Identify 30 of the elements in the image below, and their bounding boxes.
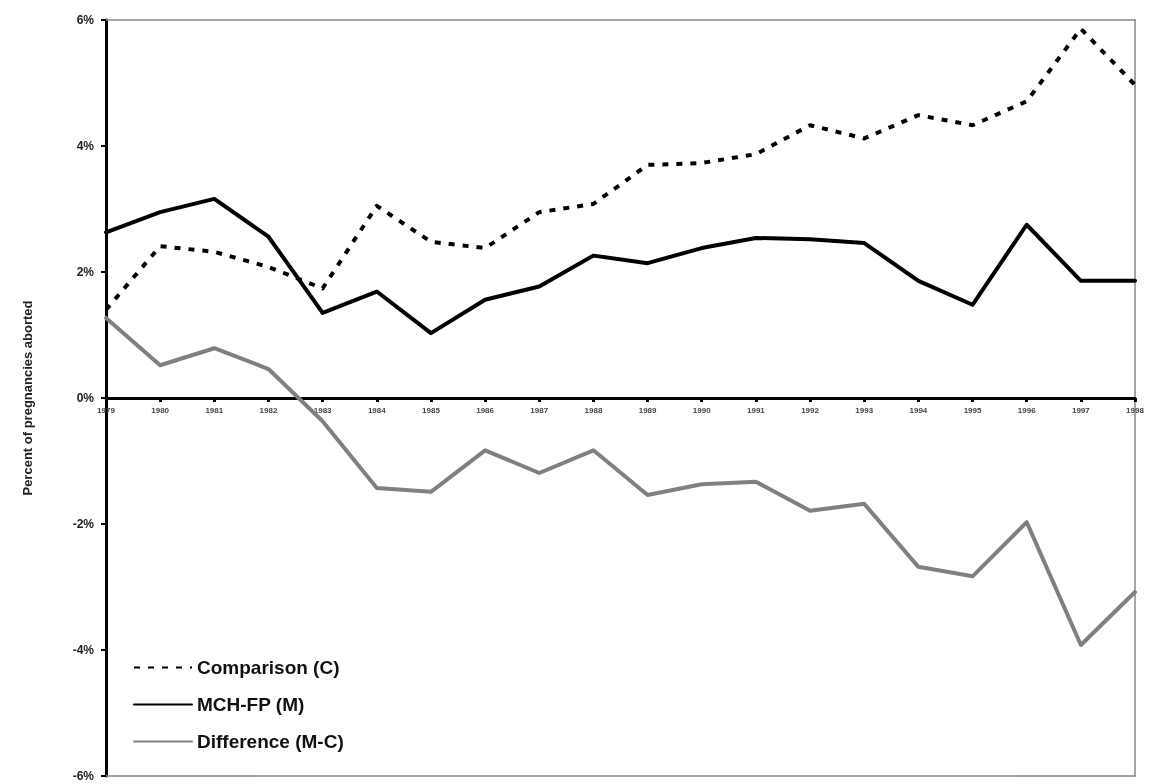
x-tick-label: 1988 [584, 405, 603, 415]
x-tick-label: 1981 [205, 405, 224, 415]
y-axis-title: Percent of pregnancies aborted [20, 300, 35, 496]
y-tick-label: -2% [72, 517, 95, 531]
x-tick-label: 1998 [1126, 405, 1145, 415]
x-tick-label: 1991 [747, 405, 766, 415]
y-tick-label: 6% [76, 13, 95, 27]
y-tick-label: 4% [76, 139, 95, 153]
y-tick-label: 2% [76, 265, 95, 279]
x-tick-label: 1994 [909, 405, 928, 415]
x-tick-label: 1982 [259, 405, 278, 415]
x-tick-label: 1995 [963, 405, 982, 415]
y-tick-label: -4% [72, 643, 95, 657]
x-tick-label: 1986 [476, 405, 495, 415]
legend-label: Comparison (C) [197, 657, 340, 678]
x-tick-label: 1989 [638, 405, 658, 415]
x-tick-label: 1985 [422, 405, 441, 415]
x-tick-label: 1997 [1071, 405, 1091, 415]
x-tick-label: 1993 [855, 405, 874, 415]
legend-label: Difference (M-C) [197, 731, 344, 752]
legend-label: MCH-FP (M) [197, 694, 305, 715]
y-tick-label: 0% [76, 391, 95, 405]
y-tick-label: -6% [72, 769, 95, 783]
x-tick-label: 1992 [801, 405, 820, 415]
x-tick-label: 1983 [313, 405, 333, 415]
x-tick-label: 1996 [1017, 405, 1037, 415]
x-tick-label: 1984 [367, 405, 387, 415]
x-tick-label: 1987 [530, 405, 549, 415]
x-tick-label: 1990 [692, 405, 712, 415]
x-tick-label: 1980 [151, 405, 170, 415]
